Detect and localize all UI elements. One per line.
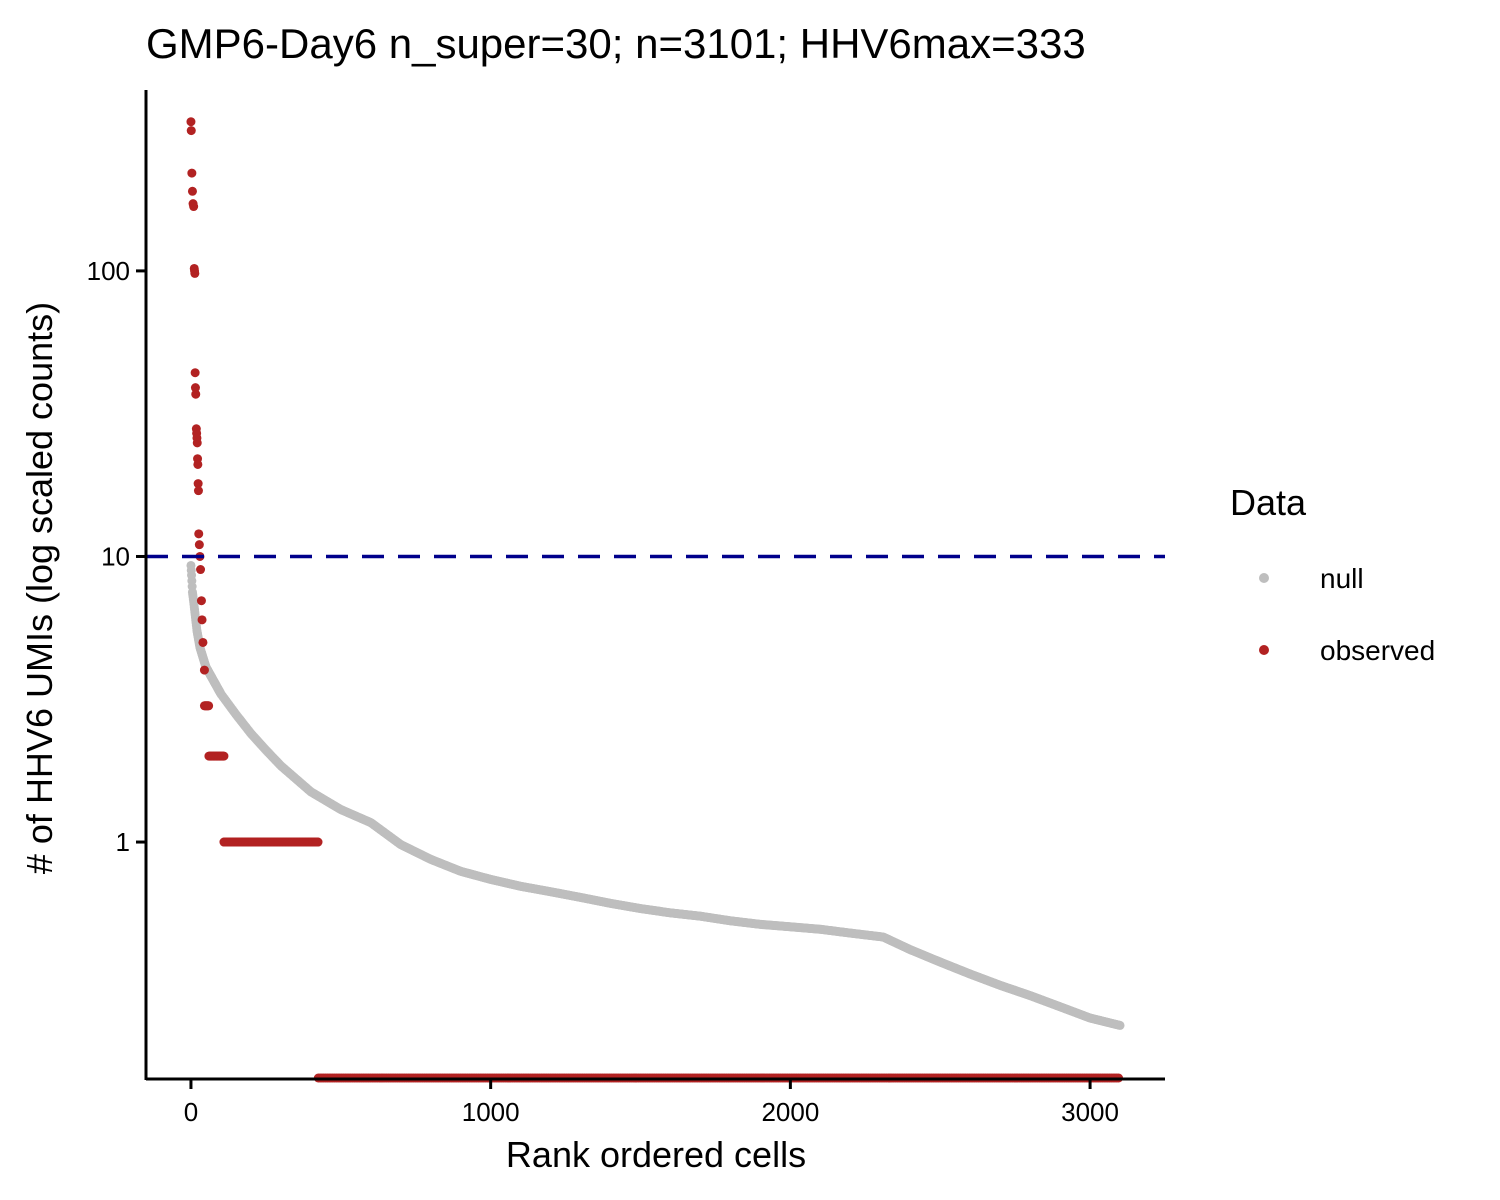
observed-point <box>198 637 208 647</box>
x-tick-label: 3000 <box>1061 1097 1119 1127</box>
plot-area <box>146 117 1165 1083</box>
y-axis-ticks: 1 10 100 <box>87 256 146 857</box>
legend-entries: null observed <box>1259 563 1435 666</box>
observed-point <box>194 529 204 539</box>
observed-point <box>199 665 209 675</box>
x-tick-label: 1000 <box>462 1097 520 1127</box>
observed-point <box>196 565 206 575</box>
observed-point <box>190 368 200 378</box>
observed-point <box>313 837 323 847</box>
observed-point <box>219 751 229 761</box>
observed-point <box>192 438 202 448</box>
observed-point <box>197 615 207 625</box>
null-point <box>1115 1020 1125 1030</box>
legend-title: Data <box>1230 482 1307 523</box>
legend-key-null <box>1259 573 1269 583</box>
legend-label-observed: observed <box>1320 635 1435 666</box>
observed-point <box>204 701 214 711</box>
observed-point <box>187 186 197 196</box>
null-series <box>186 560 1125 1030</box>
x-axis-title: Rank ordered cells <box>506 1134 806 1175</box>
observed-series <box>186 117 1124 1083</box>
legend: Data null observed <box>1230 482 1435 666</box>
y-tick-label: 100 <box>87 256 130 286</box>
y-axis-title: # of HHV6 UMIs (log scaled counts) <box>19 302 60 874</box>
y-tick-label: 1 <box>116 827 130 857</box>
observed-point <box>193 459 203 469</box>
chart-title: GMP6-Day6 n_super=30; n=3101; HHV6max=33… <box>146 20 1086 67</box>
observed-point <box>190 383 200 393</box>
x-tick-label: 2000 <box>761 1097 819 1127</box>
observed-point <box>193 479 203 489</box>
observed-point <box>186 117 196 127</box>
observed-point <box>187 168 197 178</box>
legend-key-observed <box>1259 645 1269 655</box>
observed-point <box>186 126 196 136</box>
x-axis-ticks: 0 1000 2000 3000 <box>184 1079 1119 1127</box>
observed-point <box>189 202 199 212</box>
observed-point <box>193 486 203 496</box>
observed-point <box>191 389 201 399</box>
observed-point <box>194 540 204 550</box>
observed-point <box>190 268 200 278</box>
observed-point <box>196 596 206 606</box>
y-tick-label: 10 <box>101 541 130 571</box>
x-tick-label: 0 <box>184 1097 198 1127</box>
legend-label-null: null <box>1320 563 1364 594</box>
